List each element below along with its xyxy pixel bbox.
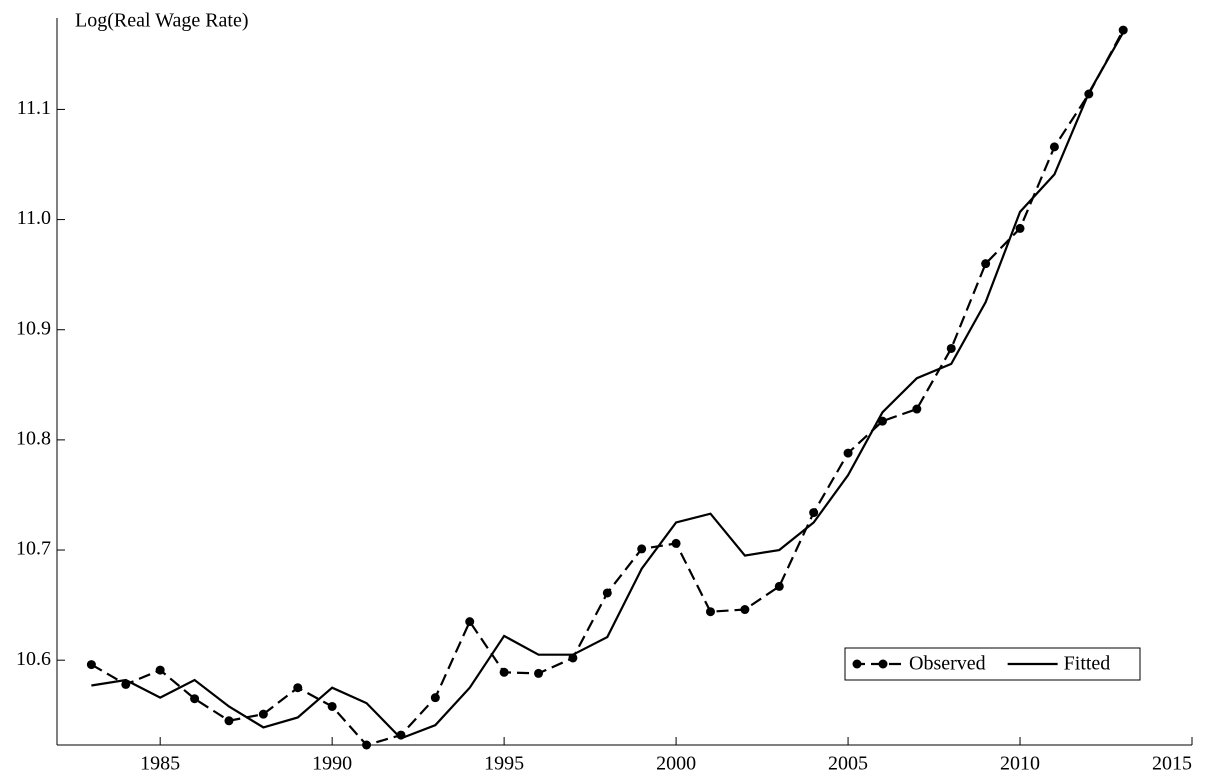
data-point bbox=[224, 716, 234, 726]
data-point bbox=[430, 693, 440, 703]
x-tick-label: 2005 bbox=[828, 753, 868, 775]
data-point bbox=[1118, 25, 1128, 35]
y-tick-label: 10.7 bbox=[16, 538, 51, 560]
data-point bbox=[155, 665, 165, 675]
legend-marker bbox=[852, 659, 862, 669]
y-tick-label: 11.1 bbox=[17, 97, 51, 119]
data-point bbox=[258, 709, 268, 719]
data-point bbox=[602, 588, 612, 598]
x-tick-label: 1995 bbox=[484, 753, 524, 775]
data-point bbox=[705, 607, 715, 617]
data-point bbox=[293, 683, 303, 693]
data-point bbox=[190, 694, 200, 704]
x-tick-label: 2015 bbox=[1152, 753, 1192, 775]
y-tick-label: 10.9 bbox=[16, 317, 51, 339]
data-point bbox=[946, 343, 956, 353]
y-tick-label: 10.8 bbox=[16, 427, 51, 449]
legend-marker bbox=[878, 659, 888, 669]
series-line bbox=[91, 31, 1125, 740]
y-axis-label: Log(Real Wage Rate) bbox=[75, 10, 249, 32]
x-tick-label: 1990 bbox=[312, 753, 352, 775]
data-point bbox=[981, 259, 991, 269]
legend-label: Observed bbox=[909, 653, 986, 675]
y-tick-label: 11.0 bbox=[17, 207, 51, 229]
data-point bbox=[327, 701, 337, 711]
data-point bbox=[499, 667, 509, 677]
data-point bbox=[809, 508, 819, 518]
data-point bbox=[1049, 142, 1059, 152]
legend-label: Fitted bbox=[1064, 653, 1111, 675]
x-tick-label: 2010 bbox=[1000, 753, 1040, 775]
data-point bbox=[774, 581, 784, 591]
data-point bbox=[877, 416, 887, 426]
data-point bbox=[1015, 223, 1025, 233]
data-point bbox=[912, 404, 922, 414]
data-point bbox=[671, 538, 681, 548]
data-point bbox=[534, 668, 544, 678]
x-tick-label: 1985 bbox=[140, 753, 180, 775]
data-point bbox=[740, 605, 750, 615]
data-point bbox=[86, 660, 96, 670]
data-point bbox=[637, 544, 647, 554]
data-point bbox=[843, 448, 853, 458]
y-tick-label: 10.6 bbox=[16, 648, 51, 670]
x-tick-label: 2000 bbox=[656, 753, 696, 775]
data-point bbox=[465, 617, 475, 627]
data-point bbox=[362, 740, 372, 750]
